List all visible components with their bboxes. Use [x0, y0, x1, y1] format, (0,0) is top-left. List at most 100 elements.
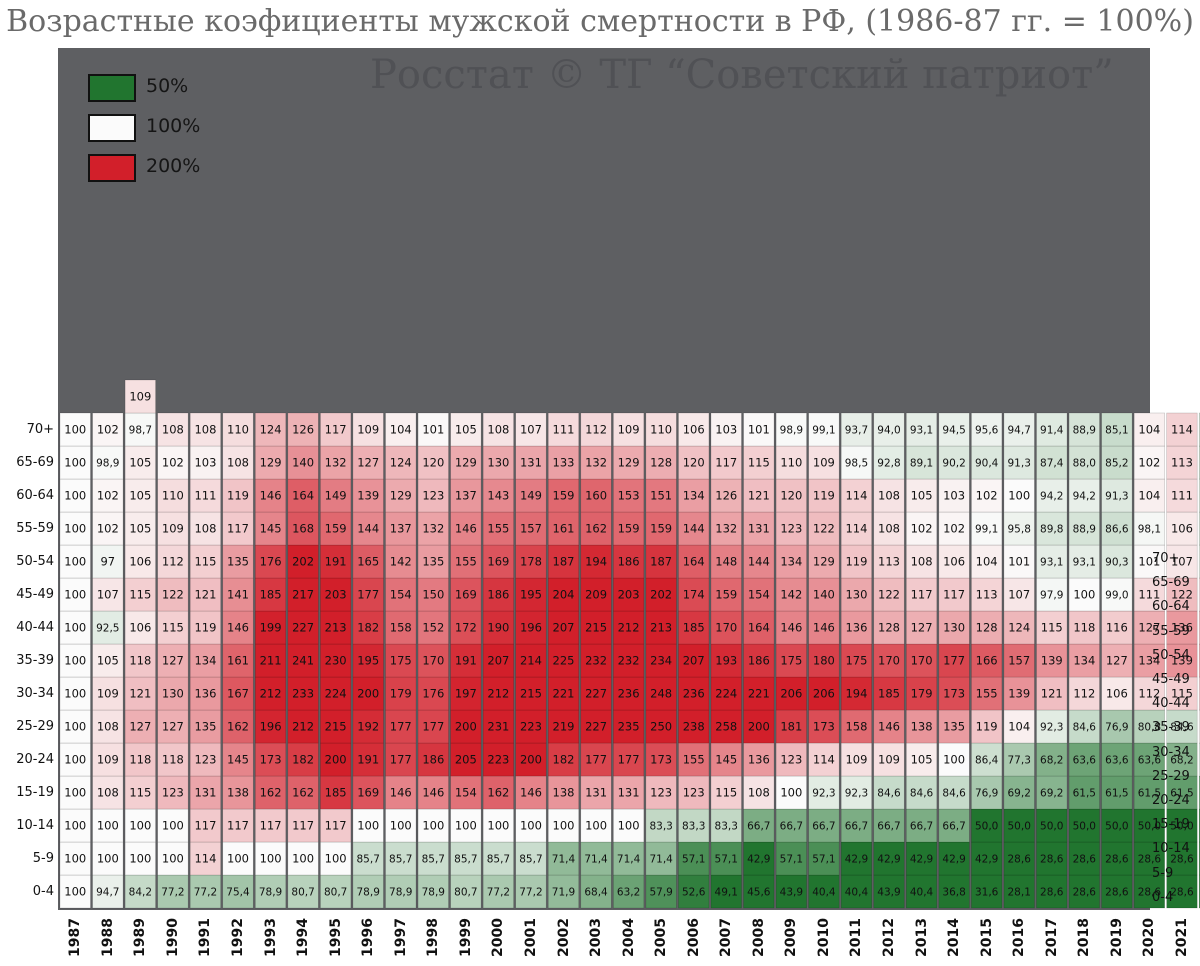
cell-value-label: 106 — [1106, 687, 1128, 701]
cell-value-label: 93,1 — [1073, 557, 1096, 569]
cell-value-label: 204 — [553, 588, 575, 602]
heatmap-cell — [92, 841, 124, 876]
heatmap-cell — [710, 742, 742, 777]
heatmap-cell — [255, 544, 287, 579]
heatmap-cell — [710, 610, 742, 645]
cell-value-label: 129 — [390, 489, 412, 503]
heatmap-cell — [1101, 676, 1133, 711]
heatmap-cell — [385, 478, 417, 513]
cell-value-label: 138 — [553, 786, 575, 800]
cell-value-label: 121 — [129, 687, 151, 701]
heatmap-cell — [971, 412, 1003, 447]
cell-value-label: 57,1 — [715, 854, 738, 866]
cell-value-label: 203 — [325, 588, 347, 602]
year-column-2002: 71,9 71,4 100 138 182 219 221 225 207 204 187 161 15… — [547, 412, 580, 909]
cell-value-label: 90,4 — [975, 458, 999, 470]
heatmap-cell — [678, 511, 710, 546]
cell-value-label: 84,6 — [1073, 722, 1097, 734]
cell-value-label: 194 — [845, 687, 867, 701]
heatmap-cell — [1133, 643, 1165, 678]
heatmap-cell — [678, 544, 710, 579]
heatmap-cell — [840, 643, 873, 678]
heatmap-cell — [547, 610, 580, 645]
cell-value-label: 250 — [650, 720, 672, 734]
cell-value-label: 28,6 — [1105, 887, 1129, 899]
cell-value-label: 69,2 — [1008, 788, 1031, 800]
heatmap-cell — [678, 643, 710, 678]
year-column-2004: 63,2 71,4 100 131 177 235 236 232 212 203 186 159 15… — [613, 412, 645, 909]
heatmap-cell — [971, 808, 1003, 843]
heatmap-cell — [1166, 577, 1198, 612]
heatmap-cell — [710, 577, 742, 612]
cell-value-label: 63,6 — [1073, 755, 1097, 767]
heatmap-cell — [1166, 775, 1198, 810]
heatmap-cell — [971, 478, 1003, 513]
cell-value-label: 114 — [194, 852, 216, 866]
cell-value-label: 203 — [618, 588, 640, 602]
cell-value-label: 94,7 — [96, 887, 119, 899]
cell-value-label: 110 — [650, 423, 672, 437]
cell-value-label: 68,2 — [1040, 755, 1063, 767]
cell-value-label: 89,1 — [910, 458, 933, 470]
heatmap-cell — [1133, 412, 1165, 447]
year-column-1994: 80,7 100 117 162 182 212 233 241 227 217 202 168 164… — [287, 412, 319, 909]
heatmap-cell — [1003, 478, 1035, 513]
year-tick-label: 2015 — [978, 918, 995, 957]
cell-value-label: 92,3 — [812, 788, 835, 800]
cell-value-label: 68,2 — [1170, 755, 1193, 767]
cell-value-label: 50,0 — [1040, 821, 1063, 833]
heatmap-cell — [1133, 775, 1165, 810]
cell-value-label: 105 — [455, 423, 477, 437]
cell-value-label: 100 — [64, 489, 86, 503]
heatmap-cell — [678, 610, 710, 645]
cell-value-label: 132 — [585, 456, 607, 470]
cell-value-label: 181 — [780, 720, 802, 734]
heatmap-cell — [1101, 874, 1133, 909]
heatmap-cell — [775, 808, 807, 843]
cell-value-label: 108 — [194, 522, 216, 536]
year-column-1996: 78,9 85,7 100 169 191 192 200 195 182 177 165 144 13… — [352, 412, 384, 909]
cell-value-label: 190 — [487, 621, 509, 635]
cell-value-label: 200 — [357, 687, 379, 701]
heatmap-cell — [580, 676, 612, 711]
cell-value-label: 169 — [455, 588, 477, 602]
age-tick-label-left: 0-4 — [32, 883, 54, 899]
year-tick-label: 2011 — [848, 918, 865, 957]
heatmap-cell — [385, 544, 417, 579]
cell-value-label: 120 — [422, 456, 444, 470]
cell-value-label: 83,3 — [715, 821, 738, 833]
cell-value-label: 232 — [618, 654, 640, 668]
cell-value-label: 182 — [357, 621, 379, 635]
heatmap-cell — [515, 445, 547, 480]
heatmap-cell — [320, 577, 352, 612]
heatmap-cell — [678, 874, 710, 909]
heatmap-cell — [1068, 610, 1100, 645]
heatmap-cell — [92, 610, 124, 645]
cell-value-label: 100 — [780, 786, 802, 800]
cell-value-label: 78,9 — [422, 887, 445, 899]
heatmap-cell — [59, 709, 91, 744]
heatmap-cell — [189, 610, 221, 645]
cell-value-label: 94,2 — [1073, 491, 1096, 503]
cell-value-label: 92,3 — [1040, 722, 1063, 734]
heatmap-cell — [255, 610, 287, 645]
heatmap-cell — [971, 511, 1003, 546]
heatmap-cell — [873, 577, 905, 612]
cell-value-label: 114 — [813, 753, 835, 767]
cell-value-label: 117 — [227, 522, 249, 536]
heatmap-cell — [515, 511, 547, 546]
cell-value-label: 173 — [943, 687, 965, 701]
age-tick-label-left: 45-49 — [16, 586, 54, 602]
cell-value-label: 28,6 — [1040, 887, 1064, 899]
heatmap-cell — [189, 874, 221, 909]
cell-value-label: 150 — [422, 588, 444, 602]
cell-value-label: 139 — [1008, 687, 1030, 701]
year-tick-label: 1989 — [132, 918, 149, 957]
cell-value-label: 36,8 — [942, 887, 965, 899]
year-column-1997: 78,9 85,7 100 146 177 177 179 175 158 154 142 137 12… — [385, 412, 417, 909]
heatmap-cell — [547, 511, 580, 546]
age-tick-label-left: 25-29 — [16, 718, 54, 734]
heatmap-cell — [971, 676, 1003, 711]
age-tick-label-left: 40-44 — [16, 619, 54, 635]
legend-label-50: 50% — [146, 75, 189, 97]
